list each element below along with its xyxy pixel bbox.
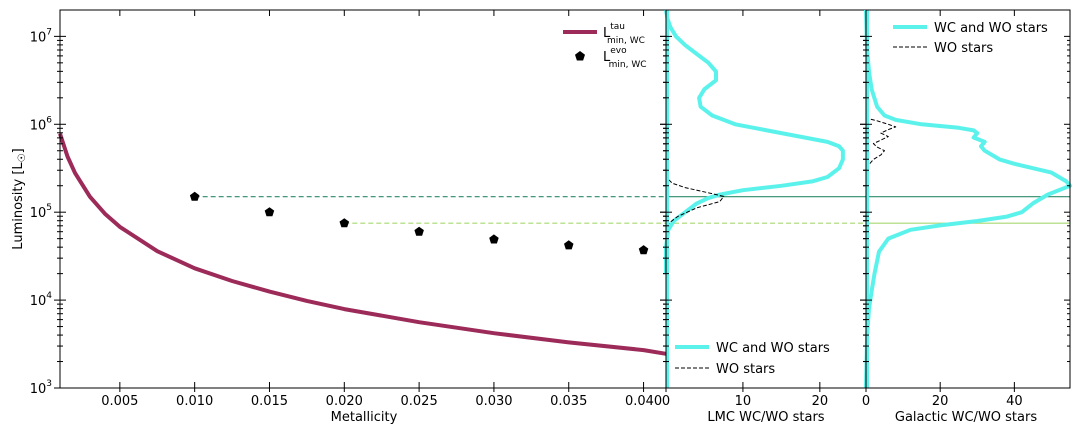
x-tick-label: 0.040 [625, 394, 662, 409]
main-y-axis-label: Luminosity [L☉] [11, 148, 28, 249]
lmc-legend-label-wc-wo: WC and WO stars [716, 341, 830, 356]
x-tick-label: 0 [862, 394, 870, 409]
x-tick-label: 0.025 [401, 394, 438, 409]
axes-frame [865, 9, 1071, 389]
lmc-panel: 0 10 20 [660, 9, 867, 409]
evo-pentagon-point [489, 234, 499, 244]
y-tick-label: 104 [30, 291, 53, 309]
y-tick-label: 106 [30, 115, 53, 133]
x-tick-label: 0 [662, 394, 670, 409]
evo-pentagon-point [339, 218, 350, 228]
x-tick-label: 20 [812, 394, 829, 409]
y-tick-label: 107 [30, 27, 52, 45]
evo-pentagon-point [264, 207, 275, 217]
wo-stars-curve [665, 176, 725, 226]
x-tick-label: 0.035 [550, 394, 587, 409]
sun-symbol: ☉ [17, 153, 28, 162]
y-tick-label: 105 [30, 203, 52, 221]
galactic-legend: WC and WO stars WO stars [893, 21, 1048, 56]
x-tick-label: 10 [735, 394, 752, 409]
evo-pentagon-point [638, 245, 649, 255]
x-tick-label: 0.030 [475, 394, 512, 409]
x-tick-label: 20 [932, 394, 949, 409]
wc-wo-stars-curve [664, 9, 845, 274]
galactic-legend-label-wc-wo: WC and WO stars [934, 21, 1048, 36]
evo-pentagon-point [414, 226, 424, 236]
tau-curve [58, 133, 667, 356]
lmc-x-axis-label: LMC WC/WO stars [707, 410, 824, 425]
evo-pentagon-point [189, 191, 200, 201]
wc-wo-stars-curve [864, 9, 1072, 389]
lmc-legend-label-wo: WO stars [716, 362, 775, 377]
x-tick-label: 0.005 [101, 394, 138, 409]
x-tick-label: 0.015 [251, 394, 288, 409]
galactic-panel: 0 20 40 [860, 9, 1072, 409]
legend-tau-label: Ltau min, WC [603, 22, 645, 46]
galactic-x-axis-label: Galactic WC/WO stars [895, 410, 1037, 425]
x-tick-label: 40 [1006, 394, 1023, 409]
galactic-legend-label-wo: WO stars [934, 41, 993, 56]
wo-stars-curve [865, 117, 897, 169]
axes-frame [59, 9, 667, 389]
main-x-axis-label: Metallicity [331, 410, 398, 425]
x-tick-label: 0.020 [326, 394, 363, 409]
axes-frame [665, 9, 867, 389]
y-tick-label: 103 [30, 379, 52, 397]
x-tick-label: 0.010 [176, 394, 213, 409]
main-panel: 103 104 105 106 107 0.005 0.010 0.015 0.020 0.025… [30, 9, 667, 409]
legend-evo-pentagon-marker [575, 51, 585, 61]
lmc-legend: WC and WO stars WO stars [675, 341, 830, 377]
main-legend: Ltau min, WC Levo min, WC [563, 22, 647, 70]
evo-pentagon-point [564, 240, 574, 250]
legend-evo-label: Levo min, WC [603, 46, 647, 70]
